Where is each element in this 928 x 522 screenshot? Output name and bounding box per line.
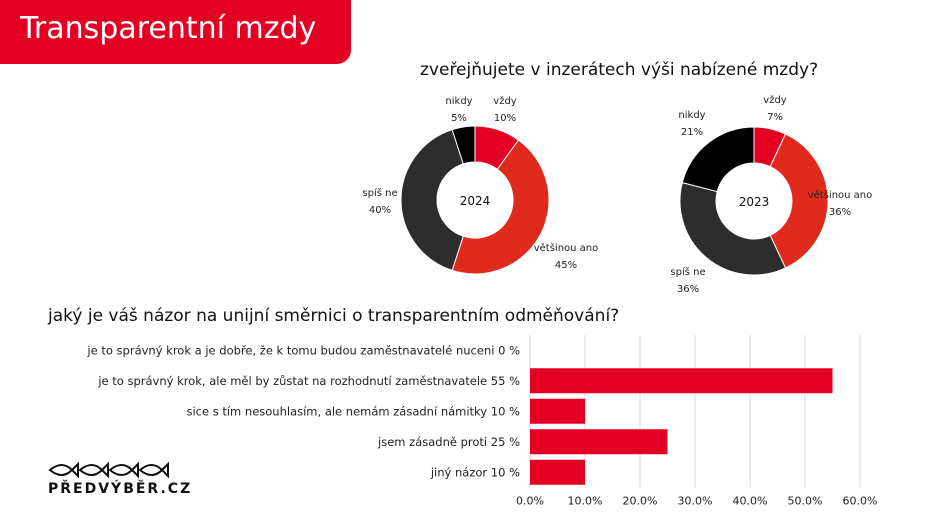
donut-slice — [769, 133, 829, 269]
category-label: sice s tím nesouhlasím, ale nemám zásadn… — [186, 404, 520, 418]
donut-slice — [681, 126, 755, 193]
slice-value: 45% — [555, 260, 577, 271]
x-tick-label: 10.0% — [568, 495, 603, 506]
donut-chart-2024: vždy 10% většinou ano 45% spíš ne 40% nikdy 5% 2… — [362, 95, 599, 275]
donut-center-label: 2023 — [739, 195, 770, 209]
bar — [530, 459, 585, 485]
slice-value: 36% — [677, 284, 699, 295]
donut-slice — [451, 125, 476, 165]
x-tick-label: 0.0% — [516, 495, 544, 506]
slice-label: vždy — [493, 95, 517, 107]
logo-text: PŘEDVÝBĚR.CZ — [48, 481, 193, 497]
x-tick-label: 40.0% — [733, 495, 768, 506]
slice-value: 21% — [681, 127, 703, 138]
page-title: Transparentní mzdy — [20, 11, 317, 46]
donut-center-label: 2024 — [460, 194, 491, 208]
x-tick-label: 60.0% — [843, 495, 878, 506]
slice-value: 40% — [369, 205, 391, 216]
category-label: jiný názor 10 % — [430, 465, 520, 479]
slice-value: 36% — [829, 207, 851, 218]
category-label: je to správný krok a je dobře, že k tomu… — [86, 343, 520, 357]
slice-label: nikdy — [678, 110, 705, 121]
bar — [530, 398, 585, 424]
donut-slice — [451, 139, 550, 275]
donut-slice — [679, 181, 787, 276]
x-tick-label: 20.0% — [623, 495, 658, 506]
category-label: je to správný krok, ale měl by zůstat na… — [97, 374, 520, 388]
x-tick-label: 50.0% — [788, 495, 823, 506]
slice-label: spíš ne — [362, 187, 397, 199]
slice-label: většinou ano — [534, 242, 599, 254]
slice-value: 5% — [451, 113, 467, 124]
bar — [530, 368, 833, 394]
x-tick-label: 30.0% — [678, 495, 713, 506]
logo-fish-icon — [48, 461, 169, 479]
slice-label: spíš ne — [670, 266, 705, 278]
slice-label: většinou ano — [808, 189, 873, 201]
slice-label: vždy — [763, 94, 787, 106]
category-label: jsem zásadně proti 25 % — [377, 435, 520, 449]
bar-chart: 0.0% 10.0% 20.0% 30.0% 40.0% 50.0% 60.0% je to … — [86, 335, 878, 506]
bar — [530, 429, 668, 455]
bar-question: jaký je váš názor na unijní směrnici o t… — [48, 306, 620, 326]
slice-value: 7% — [767, 112, 783, 123]
donut-question: zveřejňujete v inzerátech výši nabízené … — [420, 60, 819, 80]
title-banner: Transparentní mzdy — [0, 0, 351, 64]
slice-label: nikdy — [445, 96, 472, 107]
slice-value: 10% — [494, 113, 516, 124]
donut-chart-2023: vždy 7% většinou ano 36% spíš ne 36% nikdy 21% 2… — [670, 94, 873, 295]
donut-slice — [400, 128, 464, 272]
